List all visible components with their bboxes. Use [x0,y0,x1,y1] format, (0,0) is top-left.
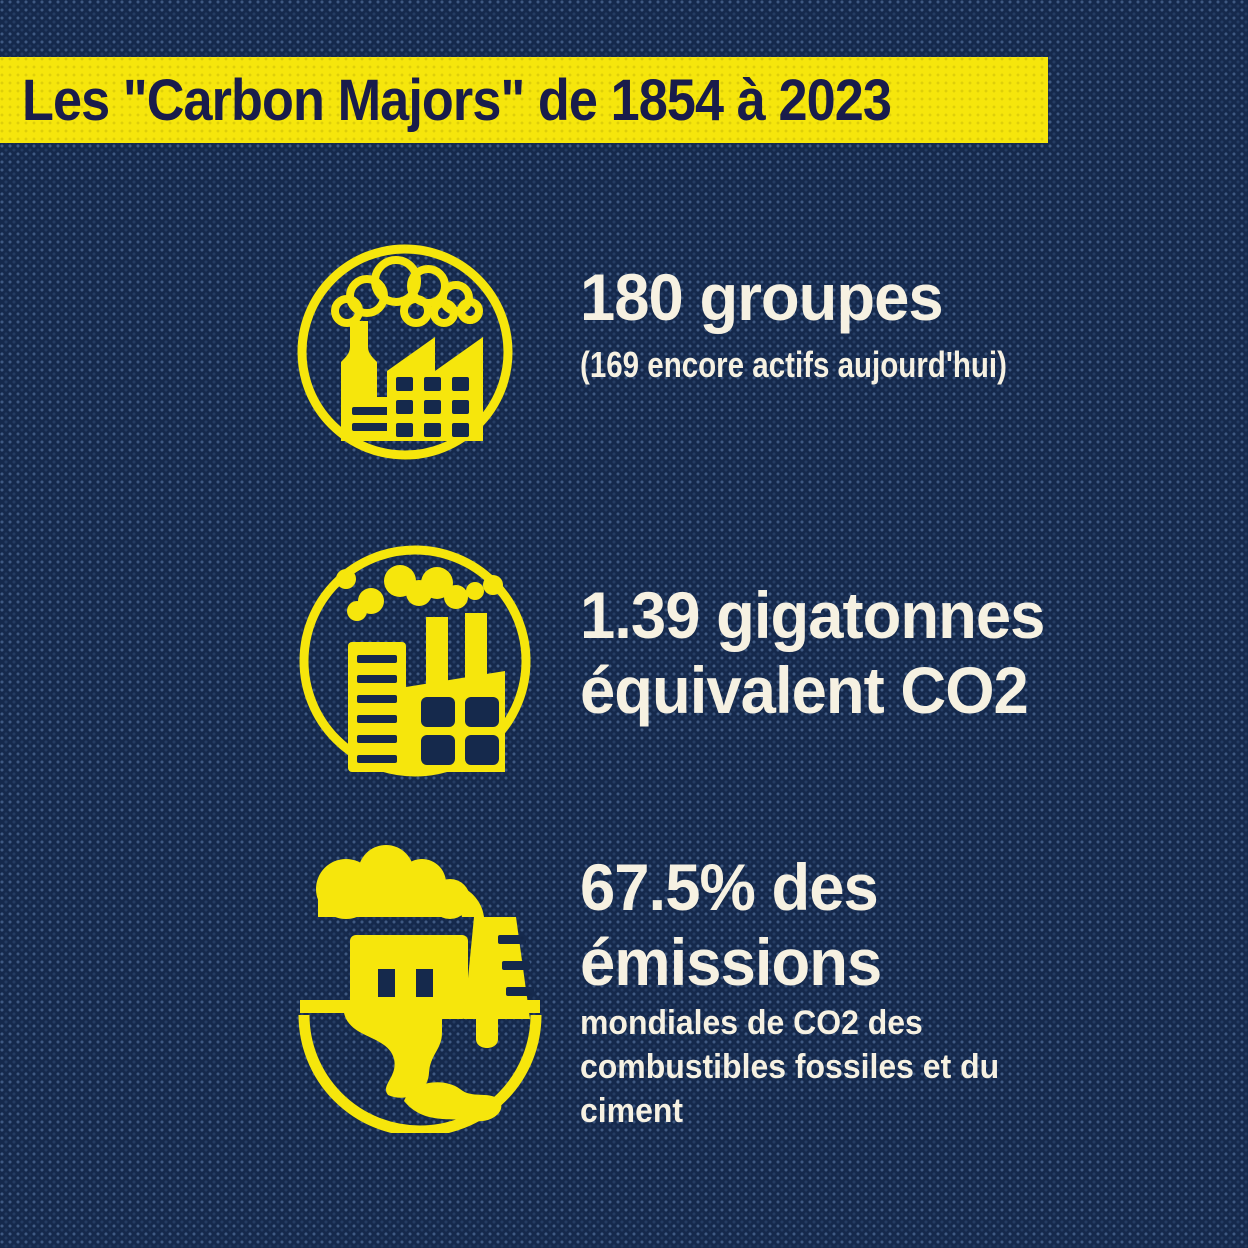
factory-buildings-icon [299,545,531,777]
stat-subtext-line: (169 encore actifs aujourd'hui) [580,344,1007,386]
stat-subtext-block: mondiales de CO2 des combustibles fossil… [580,1002,999,1134]
title-banner: Les "Carbon Majors" de 1854 à 2023 [0,57,1048,143]
stat-subtext-line: mondiales de CO2 des [580,1004,923,1043]
stat-block-emissions: 67.5% des émissions mondiales de CO2 des… [580,850,1026,1134]
stat-subtext-line: ciment [580,1092,684,1131]
stat-heading-line: émissions [580,925,882,1000]
stat-heading-line: 67.5% des [580,850,879,924]
stat-heading-line: 1.39 gigatonnes [580,578,1045,652]
earth-factory-pollution-icon [298,845,542,1133]
page-title: Les "Carbon Majors" de 1854 à 2023 [22,67,892,133]
stat-block-groupes: 180 groupes (169 encore actifs aujourd'h… [580,260,1101,387]
factory-smoke-outline-icon [297,244,513,460]
stat-heading-line: équivalent CO2 [580,653,1029,728]
stat-heading-line: 180 groupes [580,260,944,334]
stat-block-gigatonnes: 1.39 gigatonnes équivalent CO2 [580,578,1064,728]
stat-subtext-line: combustibles fossiles et du [580,1048,1000,1087]
